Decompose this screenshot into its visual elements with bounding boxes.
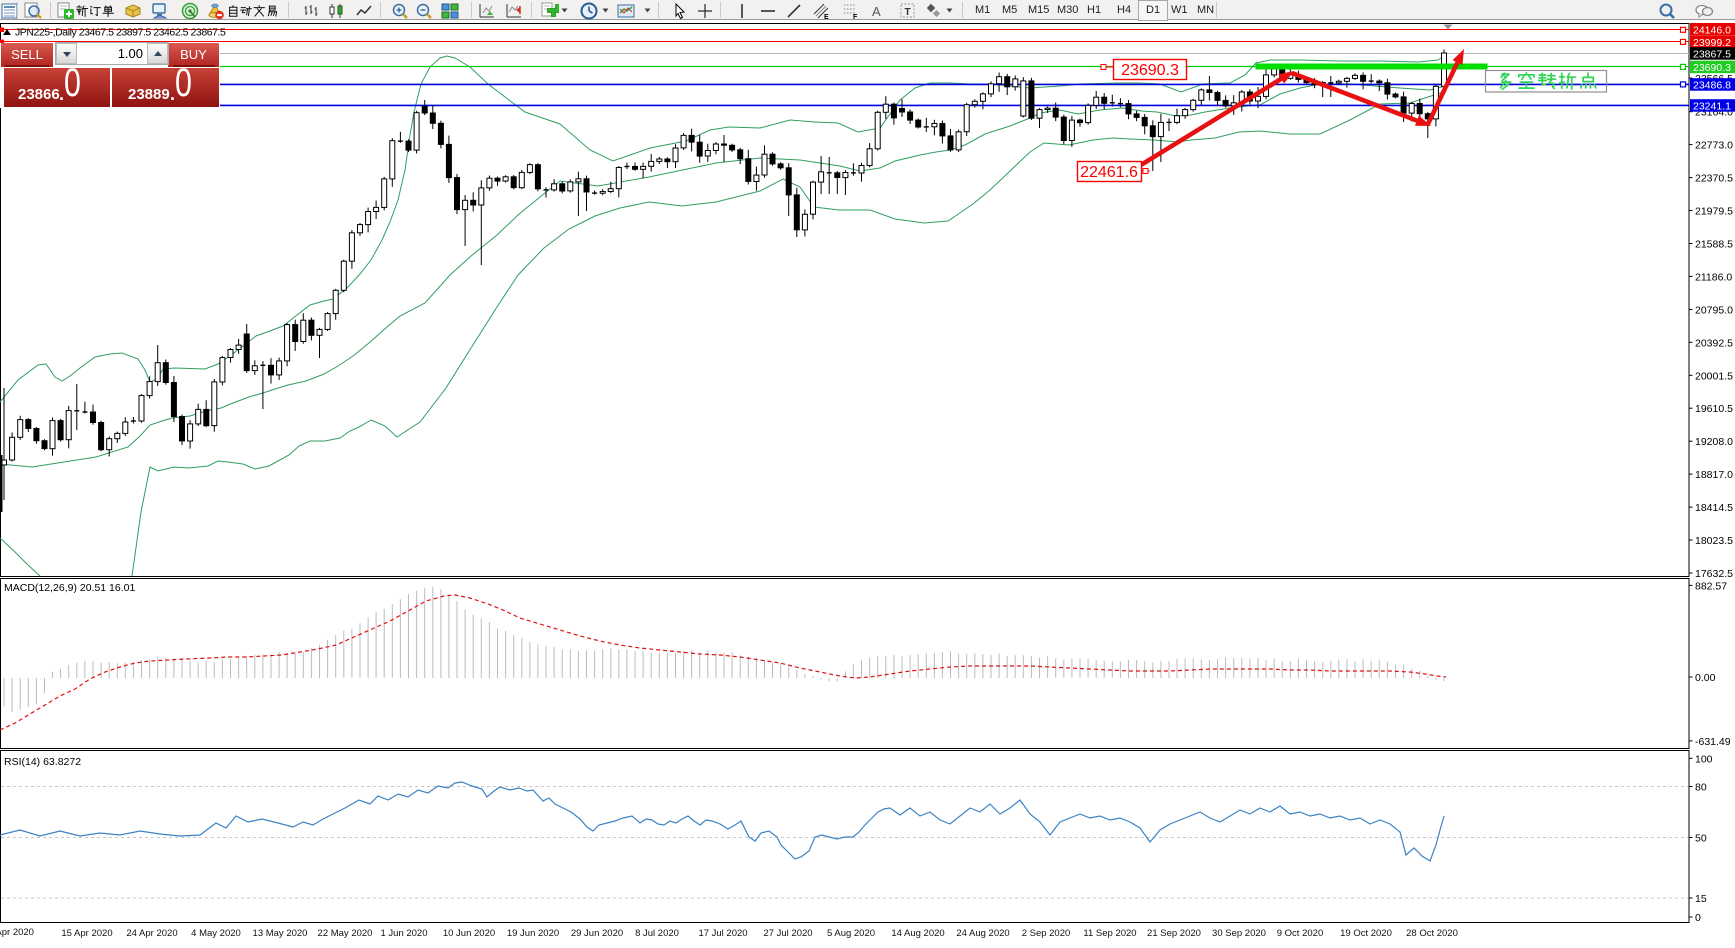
svg-text:18817.0: 18817.0: [1695, 469, 1733, 481]
svg-text:20001.5: 20001.5: [1695, 370, 1733, 382]
svg-text:1 Jun 2020: 1 Jun 2020: [380, 928, 427, 939]
svg-text:22773.0: 22773.0: [1695, 140, 1733, 152]
svg-text:17632.5: 17632.5: [1695, 568, 1733, 580]
svg-text:22 May 2020: 22 May 2020: [318, 928, 373, 939]
svg-text:19610.5: 19610.5: [1695, 403, 1733, 415]
svg-text:20392.5: 20392.5: [1695, 337, 1733, 349]
svg-text:21979.5: 21979.5: [1695, 206, 1733, 218]
svg-text:18414.5: 18414.5: [1695, 502, 1733, 514]
svg-text:5 Aug 2020: 5 Aug 2020: [827, 928, 875, 939]
svg-text:10 Jun 2020: 10 Jun 2020: [443, 928, 495, 939]
svg-text:15: 15: [1695, 893, 1707, 905]
svg-text:17 Jul 2020: 17 Jul 2020: [698, 928, 747, 939]
svg-text:F: F: [853, 14, 858, 20]
svg-text:27 Jul 2020: 27 Jul 2020: [763, 928, 812, 939]
svg-text:24146.0: 24146.0: [1693, 24, 1731, 36]
svg-text:2 Sep 2020: 2 Sep 2020: [1022, 928, 1071, 939]
svg-text:E: E: [824, 14, 829, 20]
svg-text:23867.5: 23867.5: [1693, 49, 1731, 61]
svg-text:9 Oct 2020: 9 Oct 2020: [1277, 928, 1323, 939]
svg-text:4 May 2020: 4 May 2020: [191, 928, 241, 939]
svg-text:6 Apr 2020: 6 Apr 2020: [0, 927, 34, 938]
svg-text:100: 100: [1695, 753, 1713, 765]
svg-text:80: 80: [1695, 782, 1707, 794]
svg-text:-631.49: -631.49: [1695, 736, 1731, 748]
svg-text:19 Oct 2020: 19 Oct 2020: [1340, 928, 1392, 939]
svg-text:22461.6: 22461.6: [1080, 164, 1138, 181]
svg-text:T: T: [905, 7, 911, 18]
svg-text:30 Sep 2020: 30 Sep 2020: [1212, 928, 1266, 939]
svg-text:18023.5: 18023.5: [1695, 535, 1733, 547]
svg-text:21 Sep 2020: 21 Sep 2020: [1147, 928, 1201, 939]
svg-text:50: 50: [1695, 833, 1707, 845]
svg-text:13 May 2020: 13 May 2020: [253, 928, 308, 939]
svg-text:JPN225-,Daily 23467.5 23897.5: JPN225-,Daily 23467.5 23897.5 23462.5 23…: [15, 27, 226, 39]
svg-text:19208.0: 19208.0: [1695, 436, 1733, 448]
svg-text:23690.3: 23690.3: [1121, 62, 1179, 79]
svg-text:0.00: 0.00: [1695, 672, 1716, 684]
svg-text:14 Aug 2020: 14 Aug 2020: [891, 928, 944, 939]
svg-text:24 Apr 2020: 24 Apr 2020: [126, 928, 177, 939]
svg-text:21588.5: 21588.5: [1695, 239, 1733, 251]
svg-text:24 Aug 2020: 24 Aug 2020: [956, 928, 1009, 939]
svg-text:21186.0: 21186.0: [1695, 271, 1732, 283]
svg-text:23486.8: 23486.8: [1693, 80, 1731, 92]
svg-text:MACD(12,26,9) 20.51 16.01: MACD(12,26,9) 20.51 16.01: [4, 582, 135, 594]
svg-text:882.57: 882.57: [1695, 580, 1727, 592]
svg-text:19 Jun 2020: 19 Jun 2020: [507, 928, 559, 939]
svg-text:28 Oct 2020: 28 Oct 2020: [1406, 928, 1458, 939]
svg-text:11 Sep 2020: 11 Sep 2020: [1083, 928, 1136, 939]
svg-text:22370.5: 22370.5: [1695, 173, 1733, 185]
svg-text:20795.0: 20795.0: [1695, 304, 1733, 316]
svg-text:23690.3: 23690.3: [1693, 62, 1731, 74]
svg-text:15 Apr 2020: 15 Apr 2020: [61, 928, 112, 939]
svg-text:29 Jun 2020: 29 Jun 2020: [571, 928, 623, 939]
svg-text:RSI(14) 63.8272: RSI(14) 63.8272: [4, 756, 81, 768]
svg-text:0: 0: [1695, 912, 1701, 924]
svg-text:23241.1: 23241.1: [1693, 101, 1731, 113]
svg-text:8 Jul 2020: 8 Jul 2020: [635, 928, 679, 939]
